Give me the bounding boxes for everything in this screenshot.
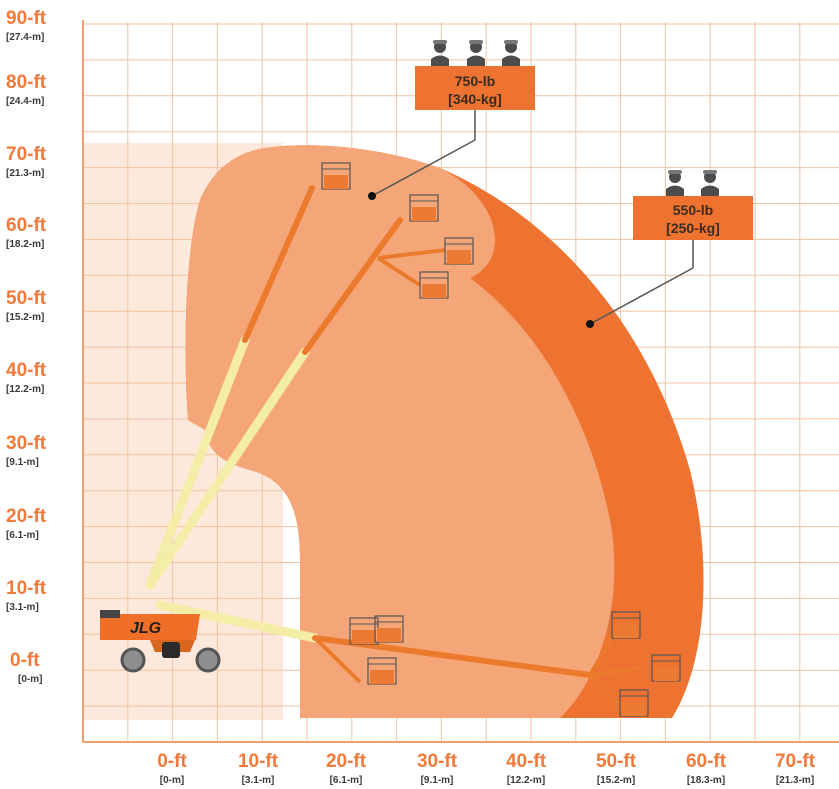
capacity-550lb-callout: 550-lb [250-kg]	[586, 170, 753, 328]
boom-positions	[145, 185, 641, 707]
x-label-m: [18.3-m]	[687, 775, 725, 786]
x-label-ft: 60-ft	[686, 751, 727, 772]
x-label-ft: 40-ft	[506, 751, 547, 772]
platform-basket	[349, 617, 379, 645]
y-label-m: [15.2-m]	[6, 312, 44, 323]
platform-basket	[374, 615, 404, 643]
worker-icon	[431, 40, 449, 68]
y-label-m: [18.2-m]	[6, 239, 44, 250]
y-label-m: [0-m]	[18, 674, 42, 685]
y-label-ft: 80-ft	[6, 72, 47, 93]
x-label-m: [21.3-m]	[776, 775, 814, 786]
x-label-m: [3.1-m]	[242, 775, 275, 786]
y-label-ft: 0-ft	[10, 650, 40, 671]
y-label-m: [3.1-m]	[6, 602, 39, 613]
x-label-m: [15.2-m]	[597, 775, 635, 786]
x-label-ft: 50-ft	[596, 751, 637, 772]
x-label-ft: 0-ft	[157, 751, 187, 772]
y-label-m: [27.4-m]	[6, 32, 44, 43]
x-label-ft: 20-ft	[326, 751, 367, 772]
y-label-ft: 10-ft	[6, 578, 47, 599]
platform-basket	[619, 689, 649, 717]
x-label-m: [6.1-m]	[330, 775, 363, 786]
y-label-ft: 40-ft	[6, 360, 47, 381]
worker-icon	[701, 170, 719, 198]
platform-basket	[409, 194, 439, 222]
capacity-750lb-callout: 750-lb [340-kg]	[368, 40, 535, 200]
y-label-m: [6.1-m]	[6, 530, 39, 541]
y-label-m: [9.1-m]	[6, 457, 39, 468]
y-label-m: [21.3-m]	[6, 168, 44, 179]
capacity-metric-340: [340-kg]	[448, 91, 502, 107]
capacity-weight-750: 750-lb	[455, 73, 495, 89]
x-label-m: [0-m]	[160, 775, 184, 786]
callout-leader-550	[589, 267, 694, 325]
callout-dot-750	[368, 192, 376, 200]
platform-basket	[321, 162, 351, 190]
jlg-logo: JLG	[130, 620, 161, 637]
x-label-m: [12.2-m]	[507, 775, 545, 786]
platform-basket	[611, 611, 641, 639]
y-label-ft: 70-ft	[6, 144, 47, 165]
y-label-ft: 30-ft	[6, 433, 47, 454]
x-label-m: [9.1-m]	[421, 775, 454, 786]
worker-icon	[467, 40, 485, 68]
envelope-750lb-zone	[185, 145, 615, 718]
platform-basket	[444, 237, 474, 265]
platform-baskets	[321, 162, 681, 717]
platform-basket	[651, 654, 681, 682]
callout-dot-550	[586, 320, 594, 328]
y-label-ft: 60-ft	[6, 215, 47, 236]
y-label-ft: 50-ft	[6, 288, 47, 309]
x-label-ft: 30-ft	[417, 751, 458, 772]
worker-icon	[502, 40, 520, 68]
y-label-m: [24.4-m]	[6, 96, 44, 107]
x-label-ft: 10-ft	[238, 751, 279, 772]
capacity-metric-250: [250-kg]	[666, 220, 720, 236]
y-axis-labels: 90-ft [27.4-m] 80-ft [24.4-m] 70-ft [21.…	[6, 8, 47, 685]
platform-basket	[419, 271, 449, 299]
platform-basket	[367, 657, 397, 685]
machine-base: JLG	[100, 610, 221, 673]
right-wheel	[195, 647, 221, 673]
capacity-weight-550: 550-lb	[673, 202, 713, 218]
three-workers-icon	[431, 40, 520, 68]
worker-icon	[666, 170, 684, 198]
y-label-m: [12.2-m]	[6, 384, 44, 395]
x-label-ft: 70-ft	[775, 751, 816, 772]
callout-leader-750	[371, 139, 476, 197]
y-label-ft: 20-ft	[6, 506, 47, 527]
x-axis-labels: 0-ft [0-m] 10-ft [3.1-m] 20-ft [6.1-m] 3…	[157, 751, 816, 786]
left-wheel	[120, 647, 146, 673]
y-label-ft: 90-ft	[6, 8, 47, 29]
two-workers-icon	[666, 170, 719, 198]
